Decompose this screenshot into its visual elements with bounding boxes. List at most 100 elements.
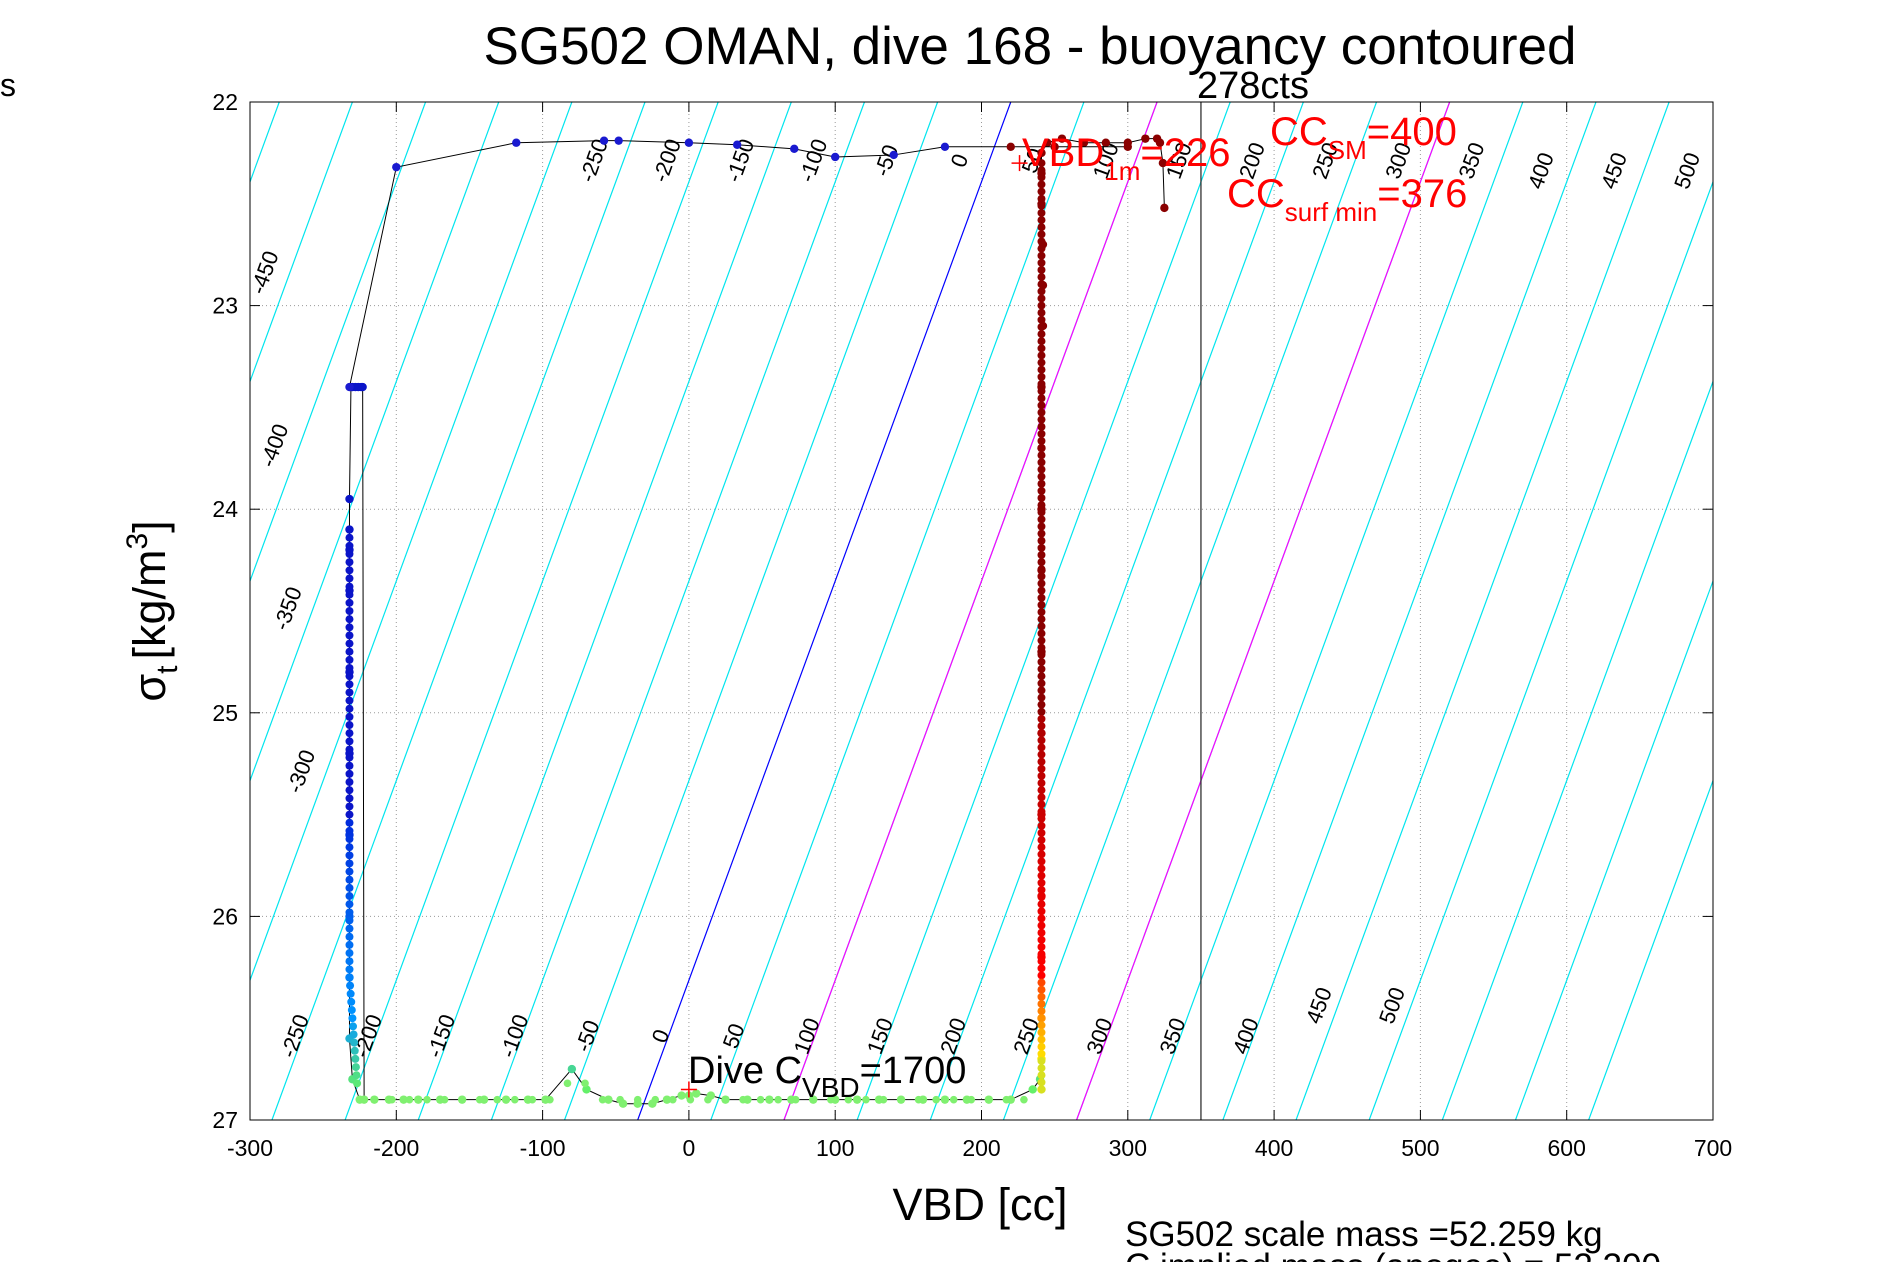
y-tick-label: 25	[212, 700, 238, 726]
data-point	[345, 664, 354, 673]
data-point	[1037, 885, 1046, 894]
contour-line	[0, 102, 133, 1120]
marker-layer	[680, 155, 1028, 1098]
data-point	[345, 916, 354, 925]
data-point	[862, 1095, 870, 1104]
data-point	[1037, 1035, 1046, 1044]
data-point	[458, 1095, 466, 1104]
data-point	[1037, 893, 1046, 902]
data-point	[1037, 372, 1046, 381]
data-point	[1028, 1085, 1037, 1094]
data-point	[1037, 622, 1046, 631]
data-point	[1037, 501, 1046, 510]
data-point	[677, 1091, 686, 1100]
data-point	[791, 1095, 800, 1104]
footer-line-2: C implied mass (apogee) = 52.300	[1125, 1247, 1661, 1262]
data-point	[345, 696, 354, 705]
data-point	[1037, 800, 1046, 809]
data-point	[1037, 294, 1046, 303]
data-point	[1037, 280, 1046, 289]
data-point	[1037, 230, 1046, 239]
data-point	[1037, 665, 1046, 674]
data-point	[1037, 379, 1046, 388]
data-point	[651, 1095, 660, 1104]
data-point	[852, 1095, 862, 1104]
contour-line	[563, 102, 939, 1120]
y-axis-label-sub: t	[151, 665, 184, 674]
data-point	[345, 932, 354, 941]
y-tick-label: 22	[212, 89, 238, 115]
data-point	[345, 892, 354, 901]
data-point	[1037, 515, 1046, 524]
vbd-1m-val: =226	[1140, 131, 1230, 175]
contour-line	[1149, 102, 1524, 1120]
data-point	[1037, 629, 1046, 638]
data-point	[388, 1095, 396, 1104]
data-point	[1037, 786, 1046, 795]
x-axis-label: VBD [cc]	[892, 1179, 1067, 1230]
data-point	[345, 729, 354, 738]
x-tick-label: 600	[1548, 1135, 1586, 1161]
data-point	[662, 1095, 672, 1104]
chart-title: SG502 OMAN, dive 168 - buoyancy contoure…	[484, 17, 1577, 76]
data-point	[345, 574, 354, 583]
data-point	[345, 598, 354, 607]
data-point	[1037, 273, 1046, 282]
contour-line	[417, 102, 792, 1120]
data-point	[1037, 999, 1046, 1008]
x-tick-label: -200	[373, 1135, 419, 1161]
data-point	[1037, 693, 1046, 702]
data-point	[1037, 921, 1046, 930]
data-point	[809, 1095, 818, 1104]
contour-line	[490, 102, 866, 1120]
data-point	[949, 1095, 958, 1104]
y-tick-label: 26	[212, 903, 238, 929]
data-point	[669, 1095, 677, 1104]
data-point	[599, 136, 609, 145]
data-point	[704, 1095, 712, 1104]
data-point	[1037, 387, 1046, 396]
data-point	[844, 1095, 853, 1104]
data-point	[1037, 814, 1046, 823]
data-point	[1037, 672, 1046, 681]
x-tick-label: -100	[520, 1135, 566, 1161]
data-point	[501, 1095, 511, 1104]
data-point	[348, 1014, 357, 1023]
data-point	[1037, 551, 1046, 560]
data-point	[345, 875, 354, 884]
data-point	[345, 753, 354, 762]
data-point	[345, 957, 354, 966]
data-point	[879, 1095, 888, 1104]
data-point	[633, 1095, 642, 1104]
data-point	[1037, 265, 1046, 274]
data-point	[1037, 216, 1046, 225]
data-point	[1037, 643, 1046, 652]
data-point	[1037, 201, 1046, 210]
data-point	[1037, 679, 1046, 688]
data-point	[686, 1095, 695, 1104]
data-point	[345, 704, 354, 713]
data-point	[1037, 615, 1046, 624]
data-point	[1037, 828, 1046, 837]
data-point	[345, 900, 354, 909]
data-point	[1037, 757, 1046, 766]
data-point	[1037, 166, 1046, 175]
data-point	[1037, 444, 1046, 453]
data-point	[1037, 301, 1046, 310]
data-point	[1037, 565, 1046, 574]
data-point	[1037, 394, 1046, 403]
data-point	[1037, 458, 1046, 467]
data-point	[1037, 771, 1046, 780]
data-point	[345, 818, 354, 827]
data-point	[1057, 134, 1067, 143]
data-point	[1037, 736, 1046, 745]
data-point	[1037, 486, 1046, 495]
data-point	[1037, 244, 1046, 253]
data-point	[414, 1095, 423, 1104]
data-point	[345, 859, 354, 868]
data-point	[1037, 1007, 1046, 1016]
contour-line	[929, 102, 1304, 1120]
data-point	[358, 382, 367, 392]
data-point	[598, 1095, 607, 1104]
dive-c-sub: VBD	[802, 1072, 860, 1103]
